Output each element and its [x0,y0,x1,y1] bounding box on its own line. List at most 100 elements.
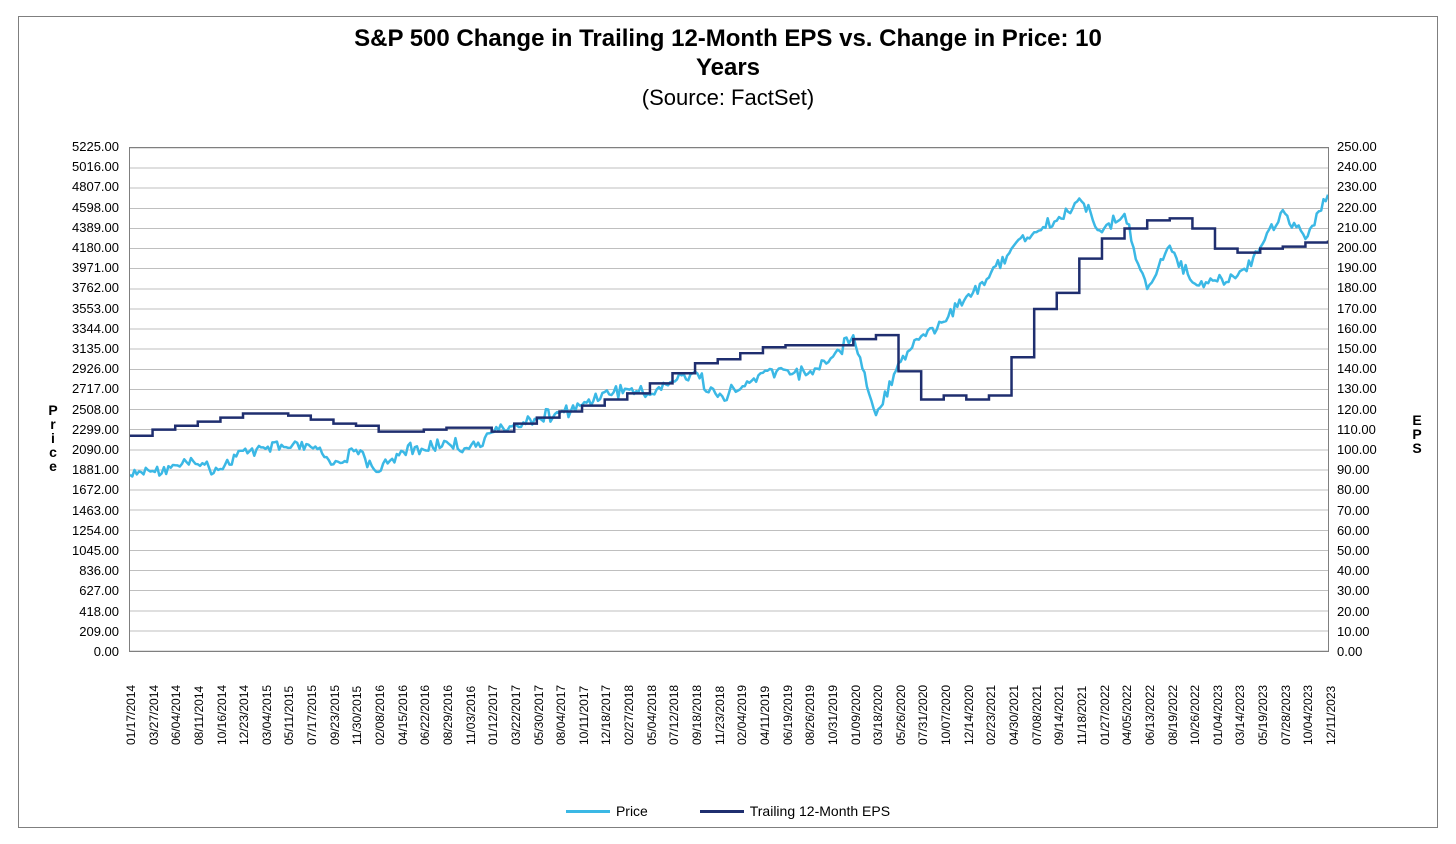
x-tick: 02/23/2021 [984,685,998,745]
x-tick: 10/16/2014 [215,685,229,745]
y-right-tick: 110.00 [1337,422,1413,437]
plot-area [129,147,1329,652]
y-right-tick: 80.00 [1337,482,1413,497]
legend-label-price: Price [616,803,648,819]
y-left-tick: 1045.00 [19,543,119,558]
x-tick: 07/31/2020 [916,685,930,745]
y-left-tick: 1672.00 [19,482,119,497]
x-tick: 06/04/2014 [169,685,183,745]
x-tick: 04/15/2016 [396,685,410,745]
y-left-tick: 3762.00 [19,280,119,295]
y-left-tick: 1881.00 [19,462,119,477]
y-right-tick: 100.00 [1337,442,1413,457]
y-right-tick: 200.00 [1337,240,1413,255]
y-right-tick: 90.00 [1337,462,1413,477]
x-tick: 09/23/2015 [328,685,342,745]
y-left-tick: 418.00 [19,604,119,619]
x-tick: 01/27/2022 [1098,685,1112,745]
x-tick: 11/03/2016 [464,686,478,745]
y-left-tick: 209.00 [19,624,119,639]
y-left-tick: 5225.00 [19,139,119,154]
x-tick: 11/18/2021 [1075,686,1089,745]
y-right-tick: 150.00 [1337,341,1413,356]
y-left-tick: 3344.00 [19,321,119,336]
x-tick: 12/23/2014 [237,685,251,745]
x-tick: 10/04/2023 [1301,685,1315,745]
x-tick: 10/11/2017 [577,686,591,745]
x-tick: 01/09/2020 [849,685,863,745]
y-left-tick: 4180.00 [19,240,119,255]
y-left-tick: 2090.00 [19,442,119,457]
y-right-tick: 20.00 [1337,604,1413,619]
series-price [130,195,1328,477]
y-right-tick: 70.00 [1337,503,1413,518]
y-left-tick: 2299.00 [19,422,119,437]
x-tick: 12/18/2017 [599,685,613,745]
y-left-tick: 836.00 [19,563,119,578]
y-left-tick: 4807.00 [19,179,119,194]
legend-item-price: Price [566,803,648,819]
y-left-tick: 0.00 [19,644,119,659]
x-tick: 07/28/2023 [1279,685,1293,745]
x-tick: 05/30/2017 [532,685,546,745]
y-left-tick: 3135.00 [19,341,119,356]
y-right-tick: 30.00 [1337,583,1413,598]
y-left-tick: 3553.00 [19,301,119,316]
y-left-tick: 2717.00 [19,381,119,396]
x-tick: 08/11/2014 [192,686,206,745]
x-tick: 04/05/2022 [1120,685,1134,745]
x-tick: 07/08/2021 [1030,685,1044,745]
y-left-tick: 627.00 [19,583,119,598]
chart-title-line2: Years [19,54,1437,83]
y-left-tick: 5016.00 [19,159,119,174]
y-right-tick: 220.00 [1337,200,1413,215]
y-left-tick: 1463.00 [19,503,119,518]
y-right-tick: 230.00 [1337,179,1413,194]
x-tick: 01/12/2017 [486,685,500,745]
x-tick: 05/26/2020 [894,685,908,745]
x-tick: 04/11/2019 [758,686,772,745]
y-right-tick: 170.00 [1337,301,1413,316]
x-tick: 05/19/2023 [1256,685,1270,745]
x-tick: 11/23/2018 [713,686,727,745]
x-tick: 03/04/2015 [260,685,274,745]
chart-frame: S&P 500 Change in Trailing 12-Month EPS … [18,16,1438,828]
y-right-tick: 40.00 [1337,563,1413,578]
x-tick: 04/30/2021 [1007,685,1021,745]
x-tick: 02/04/2019 [735,685,749,745]
x-tick: 02/08/2016 [373,685,387,745]
x-tick-labels: 01/17/201403/27/201406/04/201408/11/2014… [129,657,1329,777]
x-tick: 01/04/2023 [1211,685,1225,745]
legend-label-eps: Trailing 12-Month EPS [750,803,890,819]
y-right-tick: 60.00 [1337,523,1413,538]
legend-swatch-eps [700,810,744,813]
x-tick: 12/14/2020 [962,685,976,745]
y-left-tick-labels: 0.00209.00418.00627.00836.001045.001254.… [19,147,123,652]
x-tick: 01/17/2014 [124,685,138,745]
y-right-tick: 180.00 [1337,280,1413,295]
legend-swatch-price [566,810,610,813]
chart-title-line1: S&P 500 Change in Trailing 12-Month EPS … [19,25,1437,54]
x-tick: 10/26/2022 [1188,685,1202,745]
x-tick: 12/11/2023 [1324,686,1338,745]
chart-title-block: S&P 500 Change in Trailing 12-Month EPS … [19,25,1437,111]
chart-subtitle: (Source: FactSet) [19,85,1437,111]
y-left-tick: 3971.00 [19,260,119,275]
x-tick: 11/30/2015 [350,686,364,745]
x-tick: 06/13/2022 [1143,685,1157,745]
x-tick: 09/14/2021 [1052,685,1066,745]
x-tick: 02/27/2018 [622,685,636,745]
y-left-tick: 2926.00 [19,361,119,376]
x-tick: 06/19/2019 [781,685,795,745]
legend-item-eps: Trailing 12-Month EPS [700,803,890,819]
x-tick: 08/29/2016 [441,685,455,745]
y-right-tick: 160.00 [1337,321,1413,336]
y-left-tick: 2508.00 [19,402,119,417]
y-right-tick: 240.00 [1337,159,1413,174]
y-right-tick: 0.00 [1337,644,1413,659]
x-tick: 03/27/2014 [147,685,161,745]
y-right-tick: 190.00 [1337,260,1413,275]
x-tick: 08/19/2022 [1166,685,1180,745]
x-tick: 08/26/2019 [803,685,817,745]
y-right-tick: 210.00 [1337,220,1413,235]
